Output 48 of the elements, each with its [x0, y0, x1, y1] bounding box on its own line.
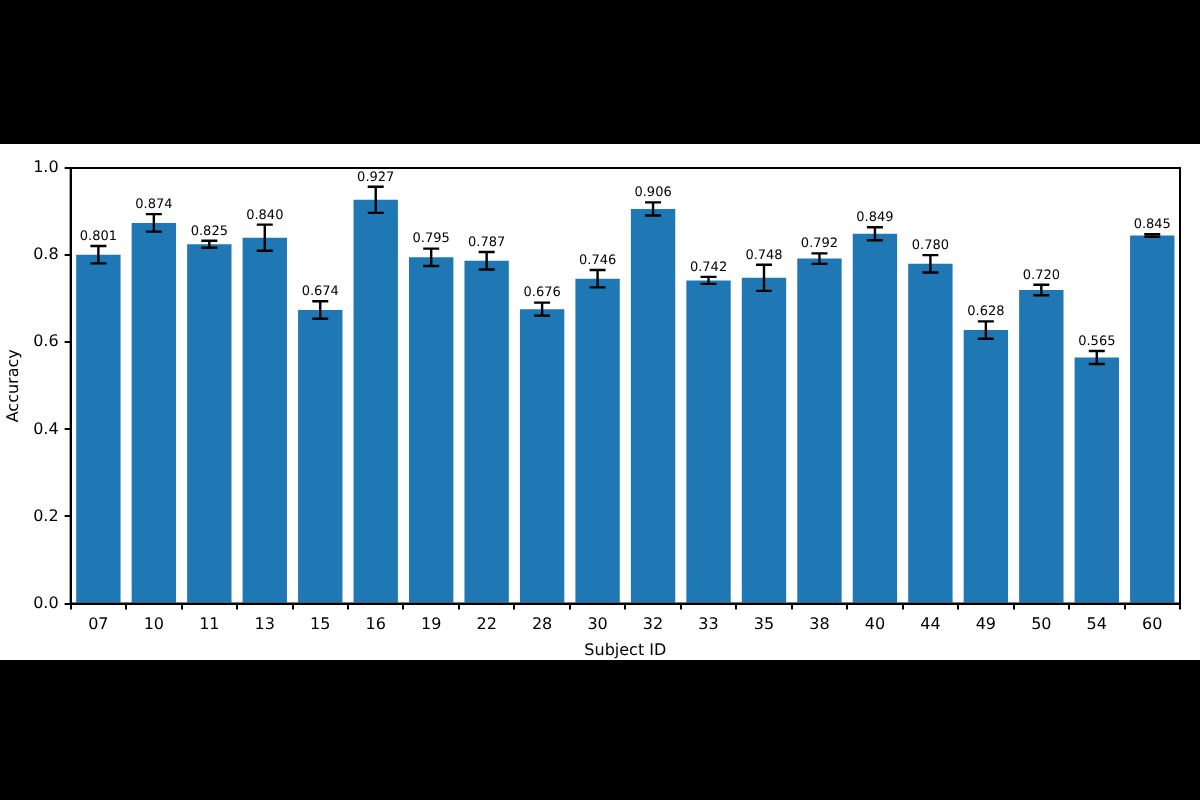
- y-tick-label: 0.0: [33, 593, 59, 612]
- bar: [797, 258, 842, 603]
- bar: [187, 244, 232, 603]
- x-tick-label: 50: [1031, 615, 1052, 634]
- bar: [741, 277, 787, 603]
- bar: [409, 257, 454, 603]
- x-tick-label: 15: [310, 615, 331, 634]
- bar: [852, 233, 898, 603]
- y-tick-label: 1.0: [33, 158, 59, 177]
- x-tick-label: 32: [642, 615, 664, 634]
- bar: [963, 330, 1009, 603]
- y-tick-label: 0.2: [33, 506, 59, 525]
- x-tick-label: 44: [920, 615, 941, 634]
- x-tick-label: 49: [975, 615, 997, 634]
- bar: [131, 222, 177, 603]
- bar: [630, 208, 676, 603]
- bar: [242, 237, 287, 603]
- x-tick-label: 19: [421, 615, 442, 634]
- bar: [575, 278, 620, 603]
- x-tick-label: 22: [476, 615, 497, 634]
- x-tick-label: 40: [864, 615, 886, 634]
- bar: [686, 280, 731, 603]
- bar: [353, 199, 398, 603]
- x-tick-label: 33: [698, 615, 719, 634]
- bar: [464, 260, 509, 603]
- bar: [298, 310, 343, 603]
- x-tick-label: 54: [1086, 615, 1107, 634]
- x-tick-label: 16: [365, 615, 386, 634]
- x-tick-label: 07: [88, 615, 109, 634]
- x-tick-label: 38: [809, 615, 830, 634]
- bar: [1019, 289, 1064, 603]
- x-axis-title: Subject ID: [584, 640, 667, 659]
- x-tick-label: 60: [1142, 615, 1163, 634]
- y-tick-label: 0.4: [33, 419, 59, 438]
- bar: [1130, 235, 1175, 603]
- bar: [1074, 357, 1119, 603]
- x-tick-label: 30: [587, 615, 608, 634]
- bar: [908, 263, 953, 603]
- bar: [76, 254, 121, 603]
- y-tick-label: 0.8: [33, 245, 59, 264]
- x-tick-label: 10: [143, 615, 165, 634]
- y-axis-title: Accuracy: [3, 348, 22, 423]
- x-tick-label: 11: [199, 615, 220, 634]
- x-tick-label: 35: [753, 615, 775, 634]
- x-tick-label: 13: [254, 615, 275, 634]
- bar: [519, 309, 565, 603]
- y-tick-label: 0.6: [33, 332, 59, 351]
- x-tick-label: 28: [531, 615, 553, 634]
